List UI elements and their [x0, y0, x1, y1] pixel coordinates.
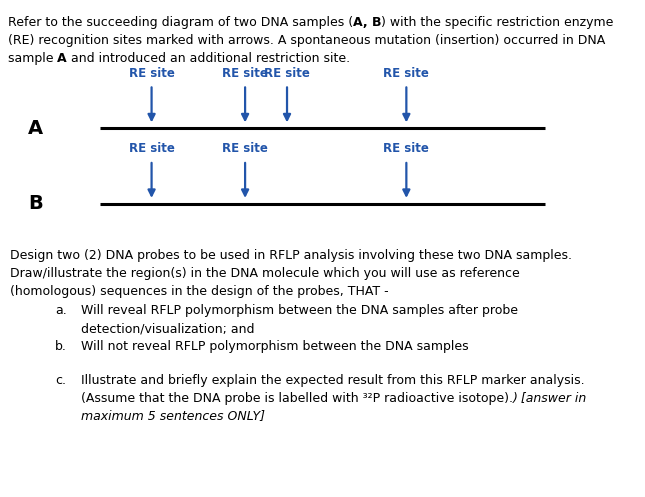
- Text: RE site: RE site: [128, 142, 175, 155]
- Text: A: A: [57, 52, 67, 65]
- Text: maximum 5 sentences ONLY]: maximum 5 sentences ONLY]: [81, 410, 264, 422]
- Text: A, B: A, B: [353, 16, 381, 29]
- Text: and introduced an additional restriction site.: and introduced an additional restriction…: [67, 52, 350, 65]
- Text: RE site: RE site: [264, 67, 310, 80]
- Text: a.: a.: [55, 304, 66, 317]
- Text: c.: c.: [55, 374, 66, 387]
- Text: RE site: RE site: [222, 67, 268, 80]
- Text: RE site: RE site: [222, 142, 268, 155]
- Text: Will reveal RFLP polymorphism between the DNA samples after probe: Will reveal RFLP polymorphism between th…: [81, 304, 518, 317]
- Text: (homologous) sequences in the design of the probes, THAT -: (homologous) sequences in the design of …: [10, 285, 388, 298]
- Text: RE site: RE site: [383, 142, 430, 155]
- Text: ) with the specific restriction enzyme: ) with the specific restriction enzyme: [381, 16, 614, 29]
- Text: B: B: [28, 194, 43, 213]
- Text: (RE) recognition sites marked with arrows. A spontaneous mutation (insertion) oc: (RE) recognition sites marked with arrow…: [8, 34, 605, 47]
- Text: ) [answer in: ) [answer in: [513, 392, 587, 405]
- Text: RE site: RE site: [128, 67, 175, 80]
- Text: sample: sample: [8, 52, 57, 65]
- Text: b.: b.: [55, 340, 66, 353]
- Text: RE site: RE site: [383, 67, 430, 80]
- Text: Draw/illustrate the region(s) in the DNA molecule which you will use as referenc: Draw/illustrate the region(s) in the DNA…: [10, 267, 519, 280]
- Text: Design two (2) DNA probes to be used in RFLP analysis involving these two DNA sa: Design two (2) DNA probes to be used in …: [10, 249, 571, 262]
- Text: A: A: [28, 119, 43, 138]
- Text: Illustrate and briefly explain the expected result from this RFLP marker analysi: Illustrate and briefly explain the expec…: [81, 374, 584, 387]
- Text: Refer to the succeeding diagram of two DNA samples (: Refer to the succeeding diagram of two D…: [8, 16, 353, 29]
- Text: Will not reveal RFLP polymorphism between the DNA samples: Will not reveal RFLP polymorphism betwee…: [81, 340, 468, 353]
- Text: detection/visualization; and: detection/visualization; and: [81, 322, 254, 335]
- Text: (Assume that the DNA probe is labelled with ³²P radioactive isotope).: (Assume that the DNA probe is labelled w…: [81, 392, 513, 405]
